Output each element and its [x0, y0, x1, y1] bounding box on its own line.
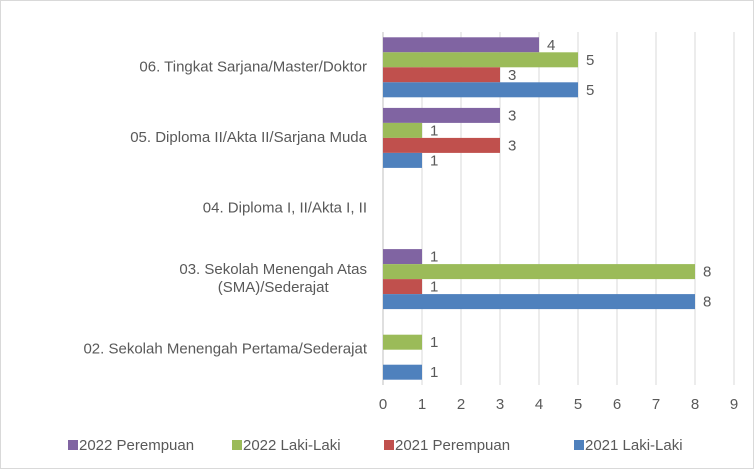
- legend-label: 2021 Laki-Laki: [585, 437, 683, 454]
- bar: [383, 82, 578, 98]
- y-tick-label: 03. Sekolah Menengah Atas (SMA)/Sederajat: [179, 261, 367, 296]
- legend-swatch: [384, 440, 394, 450]
- bar: [383, 52, 578, 68]
- value-label: 1: [430, 334, 438, 351]
- bar: [383, 334, 422, 350]
- x-tick-label: 3: [496, 396, 504, 413]
- x-tick-label: 1: [418, 396, 426, 413]
- bar: [383, 137, 500, 153]
- bar: [383, 364, 422, 380]
- x-tick-label: 2: [457, 396, 465, 413]
- x-tick-label: 5: [574, 396, 582, 413]
- legend-label: 2022 Laki-Laki: [243, 437, 341, 454]
- value-label: 4: [547, 37, 555, 54]
- x-tick-label: 8: [691, 396, 699, 413]
- y-tick-label: 05. Diploma II/Akta II/Sarjana Muda: [130, 129, 367, 146]
- value-label: 1: [430, 249, 438, 266]
- value-label: 8: [703, 294, 711, 311]
- legend-swatch: [574, 440, 584, 450]
- y-tick-label: 06. Tingkat Sarjana/Master/Doktor: [139, 58, 367, 75]
- bar: [383, 249, 422, 265]
- bar: [383, 294, 695, 310]
- x-tick-label: 4: [535, 396, 543, 413]
- value-label: 1: [430, 279, 438, 296]
- bar: [383, 37, 539, 53]
- value-label: 5: [586, 82, 594, 99]
- bar: [383, 279, 422, 295]
- value-label: 8: [703, 264, 711, 281]
- x-tick-label: 9: [730, 396, 738, 413]
- x-tick-label: 0: [379, 396, 387, 413]
- legend-swatch: [232, 440, 242, 450]
- y-tick-label: 02. Sekolah Menengah Pertama/Sederajat: [83, 341, 367, 358]
- y-tick-label: 04. Diploma I, II/Akta I, II: [203, 199, 367, 216]
- value-label: 1: [430, 152, 438, 169]
- legend-label: 2022 Perempuan: [79, 437, 194, 454]
- bar: [383, 67, 500, 83]
- x-tick-label: 7: [652, 396, 660, 413]
- value-label: 5: [586, 52, 594, 69]
- value-label: 3: [508, 67, 516, 84]
- value-label: 3: [508, 107, 516, 124]
- bar: [383, 107, 500, 123]
- legend-swatch: [68, 440, 78, 450]
- value-label: 3: [508, 137, 516, 154]
- value-label: 1: [430, 122, 438, 139]
- value-label: 1: [430, 364, 438, 381]
- bar: [383, 152, 422, 168]
- bar: [383, 122, 422, 138]
- legend-label: 2021 Perempuan: [395, 437, 510, 454]
- bar: [383, 264, 695, 280]
- x-tick-label: 6: [613, 396, 621, 413]
